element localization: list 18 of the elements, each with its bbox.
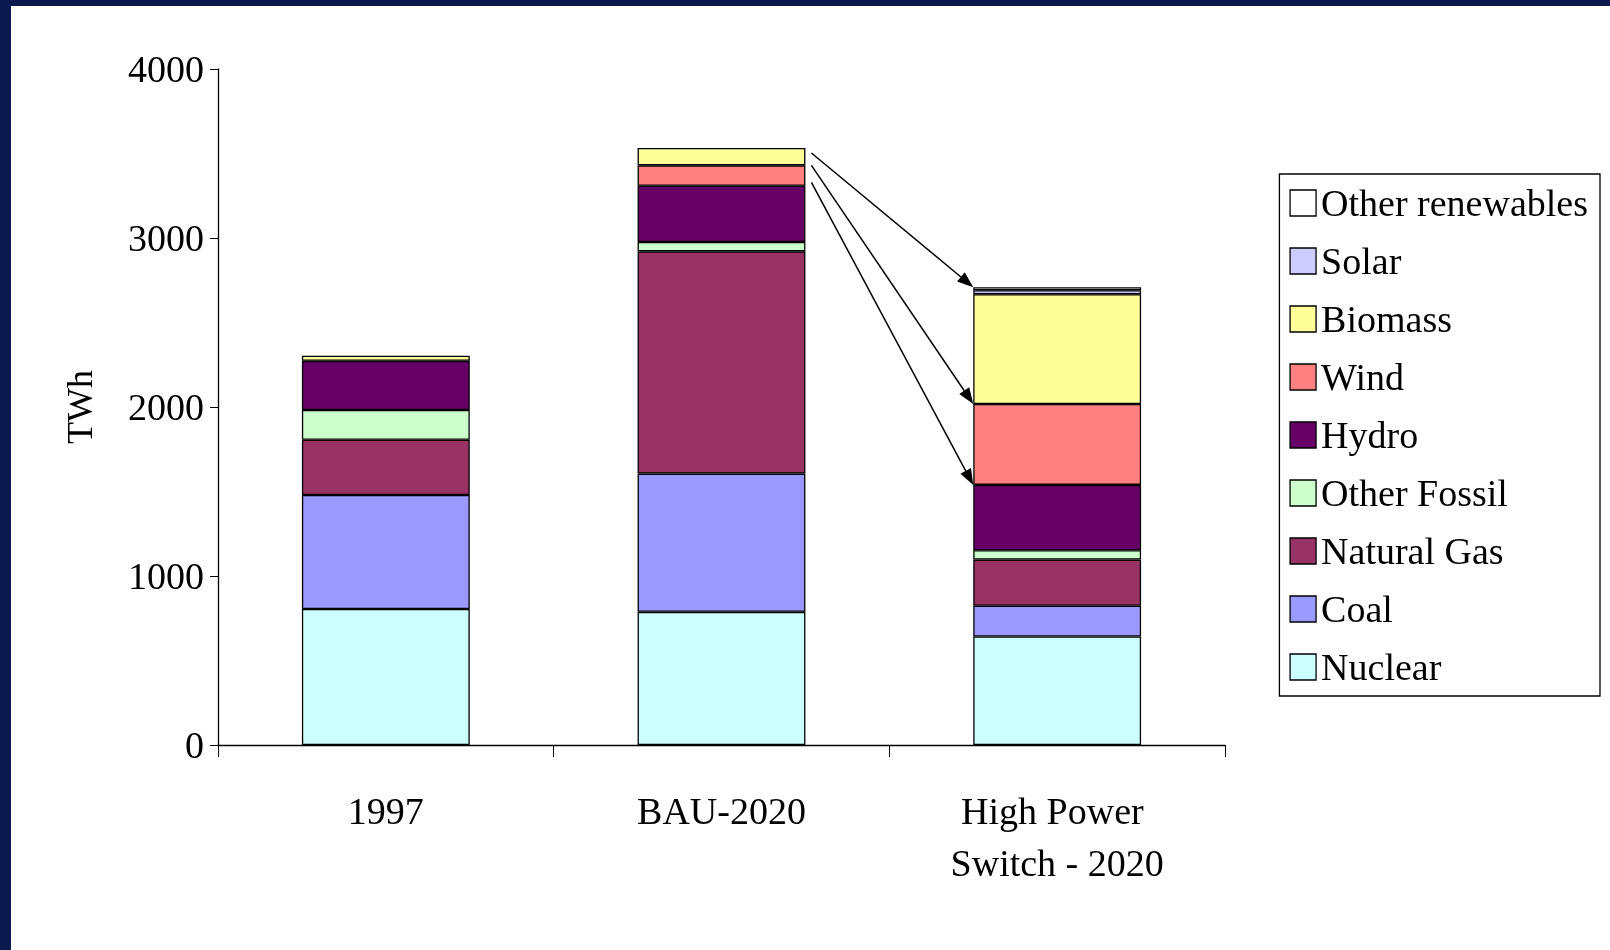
y-axis-title: TWh [60, 370, 100, 444]
legend-label: Coal [1321, 588, 1393, 630]
y-tick-label: 2000 [128, 386, 204, 428]
legend-label: Nuclear [1321, 646, 1442, 688]
legend-label: Biomass [1321, 298, 1452, 340]
x-tick-label: 1997 [347, 790, 424, 832]
legend-label: Wind [1321, 356, 1404, 398]
x-tick-label: High Power Switch - 2020 [950, 790, 1164, 884]
legend-label: Hydro [1321, 414, 1419, 456]
y-tick-label: 1000 [128, 555, 204, 597]
y-tick-label: 4000 [128, 48, 204, 90]
legend-label: Other Fossil [1321, 472, 1508, 514]
x-tick-label: BAU-2020 [637, 790, 806, 832]
legend-label: Natural Gas [1321, 530, 1504, 572]
y-tick-label: 3000 [128, 217, 204, 259]
legend-label: Solar [1321, 240, 1402, 282]
y-tick-label: 0 [185, 724, 204, 766]
legend-label: Other renewables [1321, 182, 1589, 224]
